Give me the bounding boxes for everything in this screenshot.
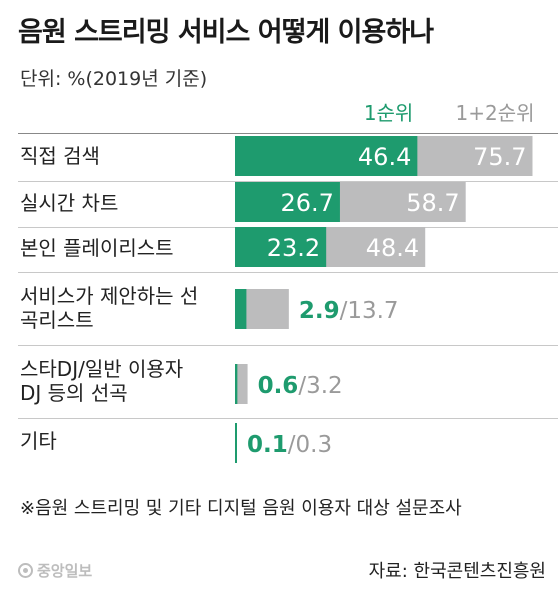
bar-first-rank	[235, 289, 247, 329]
bar-first-rank	[235, 364, 238, 404]
data-label-pair: 0.1/0.3	[247, 432, 332, 458]
data-label-first-rank: 23.2	[267, 234, 320, 262]
row-label-realtime-chart: 실시간 차트	[20, 191, 119, 215]
data-label-combined-rank: 58.7	[406, 189, 459, 217]
data-label-combined-rank: 0.3	[296, 432, 333, 458]
logo-icon	[18, 563, 33, 578]
row-label-direct-search: 직접 검색	[20, 144, 100, 168]
data-label-combined-rank: 48.4	[366, 234, 419, 262]
bar-first-rank	[235, 182, 340, 222]
data-label-combined-rank: 3.2	[306, 373, 343, 399]
publisher-logo: 중앙일보	[18, 560, 92, 581]
footnote: ※음원 스트리밍 및 기타 디지털 음원 이용자 대상 설문조사	[20, 498, 462, 519]
unit-note: 단위: %(2019년 기준)	[20, 68, 208, 90]
row-divider	[18, 418, 558, 419]
bar-first-rank	[235, 227, 327, 267]
row-divider	[18, 272, 558, 273]
chart-title: 음원 스트리밍 서비스 어떻게 이용하나	[18, 17, 434, 48]
legend-combined-rank: 1+2순위	[455, 101, 534, 125]
data-label-combined-rank: 75.7	[473, 143, 526, 171]
data-label-first-rank: 26.7	[280, 189, 333, 217]
row-divider	[18, 181, 558, 182]
data-label-first-rank: 0.6	[258, 373, 299, 399]
row-label-suggested-playlist: 서비스가 제안하는 선곡리스트	[20, 284, 199, 332]
data-label-first-rank: 46.4	[358, 143, 411, 171]
data-label-first-rank: 2.9	[299, 298, 340, 324]
row-divider	[18, 345, 558, 346]
data-label-combined-rank: 13.7	[347, 298, 398, 324]
data-label-first-rank: 0.1	[247, 432, 288, 458]
data-label-separator: /	[298, 373, 306, 399]
bar-first-rank	[235, 136, 418, 176]
row-label-other: 기타	[20, 429, 57, 453]
legend-first-rank: 1순위	[364, 101, 414, 125]
data-label-pair: 2.9/13.7	[299, 298, 399, 324]
bar-first-rank	[235, 423, 237, 463]
row-label-dj-selection: 스타DJ/일반 이용자 DJ 등의 선곡	[20, 357, 184, 405]
data-label-separator: /	[288, 432, 296, 458]
header-rule	[18, 133, 558, 134]
logo-text: 중앙일보	[37, 562, 93, 580]
data-label-separator: /	[340, 298, 348, 324]
source-note: 자료: 한국콘텐츠진흥원	[368, 561, 546, 582]
bar-combined-rank	[235, 364, 248, 404]
row-label-own-playlist: 본인 플레이리스트	[20, 236, 174, 260]
data-label-pair: 0.6/3.2	[258, 373, 343, 399]
